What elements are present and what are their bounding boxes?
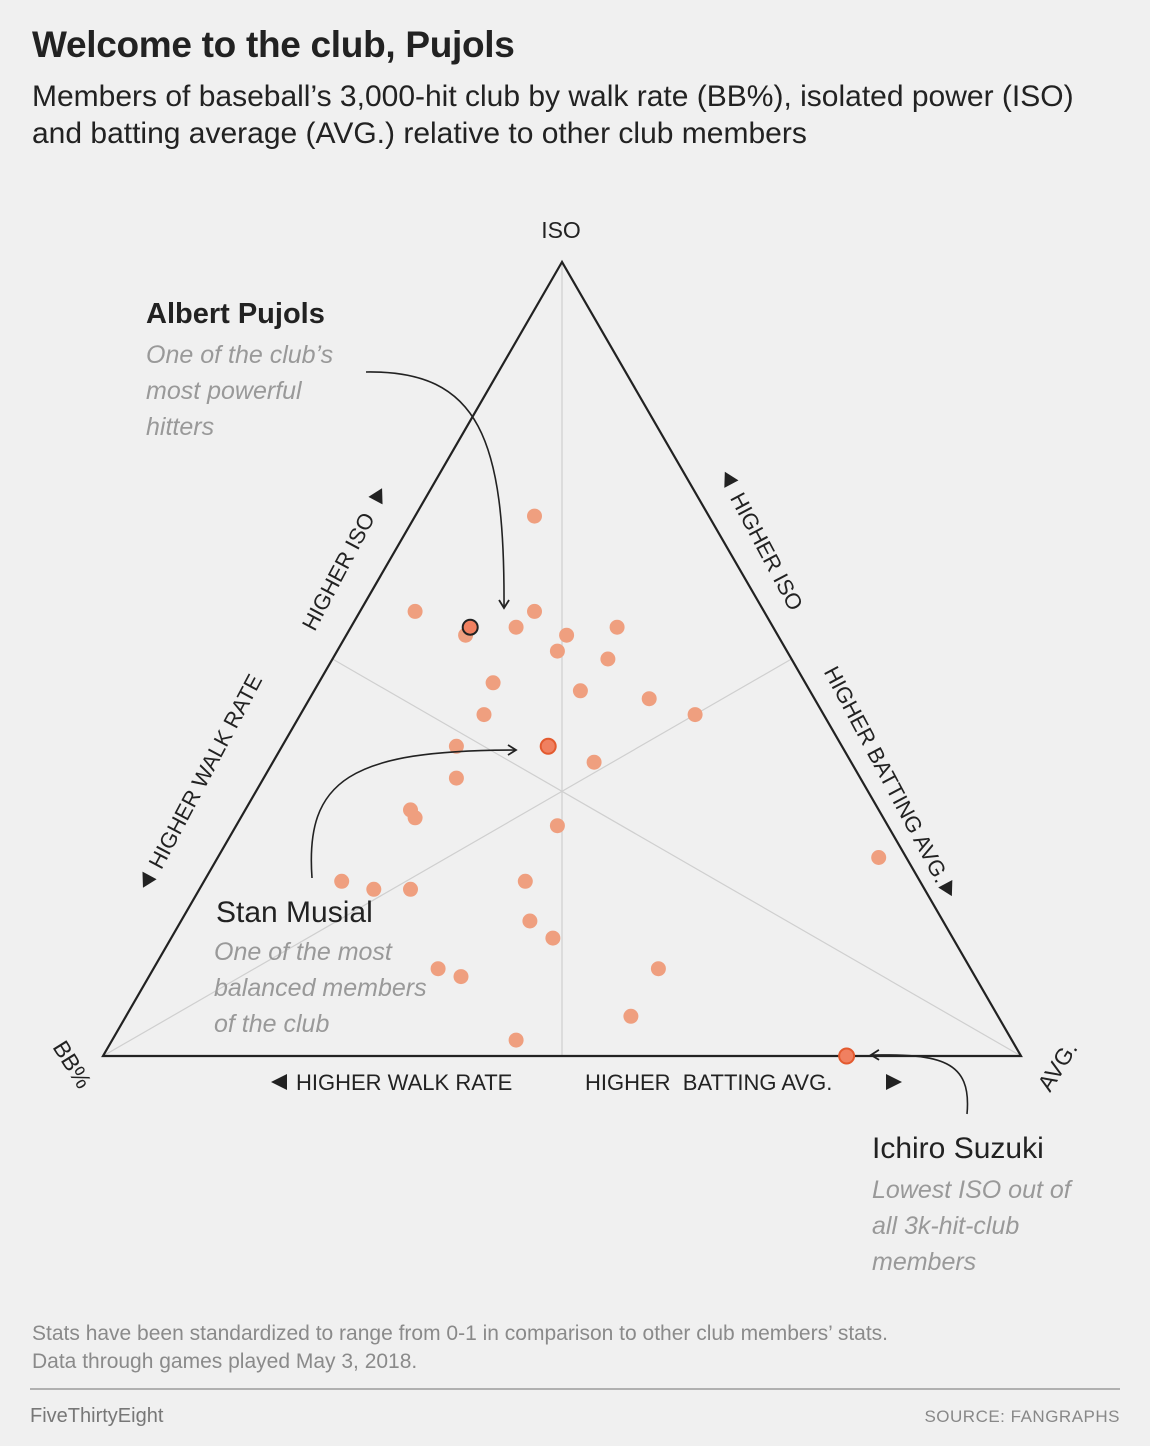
chart-title: Welcome to the club, Pujols — [32, 24, 515, 65]
footnote-line-1: Stats have been standardized to range fr… — [32, 1322, 888, 1345]
ichiro-arrow — [869, 1049, 969, 1115]
data-point — [476, 707, 492, 723]
data-point — [430, 961, 446, 977]
footnote: Stats have been standardized to range fr… — [32, 1320, 888, 1376]
data-point — [871, 850, 887, 865]
data-point — [545, 930, 561, 946]
data-point — [508, 619, 524, 635]
data-point — [687, 707, 703, 723]
triangle-left-icon — [724, 471, 739, 488]
data-point — [527, 603, 542, 619]
footer-divider — [30, 1388, 1120, 1390]
highlight-point-ichiro-suzuki — [838, 1047, 856, 1065]
musial-note-line3: of the club — [214, 1010, 329, 1038]
data-point — [609, 619, 625, 635]
data-point — [549, 818, 565, 834]
musial-name: Stan Musial — [216, 896, 373, 929]
data-point — [650, 961, 666, 977]
triangle-right-icon — [886, 1074, 902, 1090]
ichiro-note-line2: all 3k-hit-club — [872, 1212, 1019, 1240]
brand-logo-text: FiveThirtyEight — [30, 1405, 164, 1427]
pujols-note-line1: One of the club’s — [146, 341, 333, 369]
data-point — [586, 754, 602, 770]
ternary-chart: ISO BB% AVG. HIGHER ISO HIGHER WALK RATE… — [48, 217, 1083, 1276]
triangle-right-icon — [368, 488, 383, 505]
triangle-left-icon — [142, 871, 157, 888]
data-point — [407, 603, 423, 619]
data-point — [403, 881, 418, 897]
highlight-point-albert-pujols — [461, 618, 479, 636]
data-point — [559, 627, 575, 643]
data-point — [600, 651, 616, 667]
pujols-note-line2: most powerful — [146, 377, 303, 405]
bottom-label-avg: HIGHER BATTING AVG. — [585, 1070, 832, 1095]
right-edge-label-avg: HIGHER BATTING AVG. — [819, 662, 954, 887]
data-point — [334, 873, 350, 889]
data-point — [527, 508, 542, 524]
highlight-point-stan-musial — [539, 737, 557, 755]
data-point — [403, 802, 418, 818]
pujols-note-line3: hitters — [146, 413, 214, 441]
ichiro-note-line1: Lowest ISO out of — [872, 1176, 1074, 1204]
triangle-right-icon — [938, 879, 953, 897]
data-points — [334, 508, 887, 1048]
chart-subtitle: Members of baseball’s 3,000-hit club by … — [32, 80, 1074, 150]
left-edge-label-iso: HIGHER ISO — [297, 508, 380, 634]
data-point — [522, 913, 538, 929]
data-point — [572, 683, 588, 699]
pujols-arrow — [365, 371, 510, 610]
data-point — [485, 675, 501, 691]
data-point — [448, 738, 464, 754]
source-credit: SOURCE: FANGRAPHS — [924, 1407, 1120, 1426]
vertex-label-bb: BB% — [48, 1036, 97, 1093]
data-point — [366, 881, 382, 897]
right-edge-label-iso: HIGHER ISO — [725, 488, 808, 614]
data-point — [549, 643, 565, 659]
highlight-points — [461, 618, 856, 1065]
bottom-label-walk: HIGHER WALK RATE — [296, 1070, 512, 1095]
ternary-triangle — [101, 259, 1023, 1058]
median-bb-gridline — [102, 658, 792, 1057]
data-point — [453, 969, 469, 985]
data-point — [517, 873, 533, 889]
median-avg-gridline — [332, 658, 1022, 1057]
musial-arrow — [310, 744, 518, 879]
vertex-label-iso: ISO — [541, 217, 581, 243]
data-point — [508, 1032, 524, 1048]
data-point — [448, 770, 464, 786]
grid-lines — [102, 262, 1022, 1057]
musial-note-line2: balanced members — [214, 974, 427, 1002]
ichiro-note-line3: members — [872, 1248, 976, 1276]
footnote-line-2: Data through games played May 3, 2018. — [32, 1350, 418, 1373]
data-point — [623, 1008, 639, 1024]
pujols-name: Albert Pujols — [146, 298, 325, 330]
ichiro-name: Ichiro Suzuki — [872, 1132, 1044, 1165]
musial-note-line1: One of the most — [214, 938, 393, 966]
vertex-label-avg: AVG. — [1032, 1037, 1082, 1096]
data-point — [641, 691, 657, 707]
triangle-left-icon — [271, 1074, 287, 1090]
left-edge-label-walk: HIGHER WALK RATE — [144, 670, 268, 873]
